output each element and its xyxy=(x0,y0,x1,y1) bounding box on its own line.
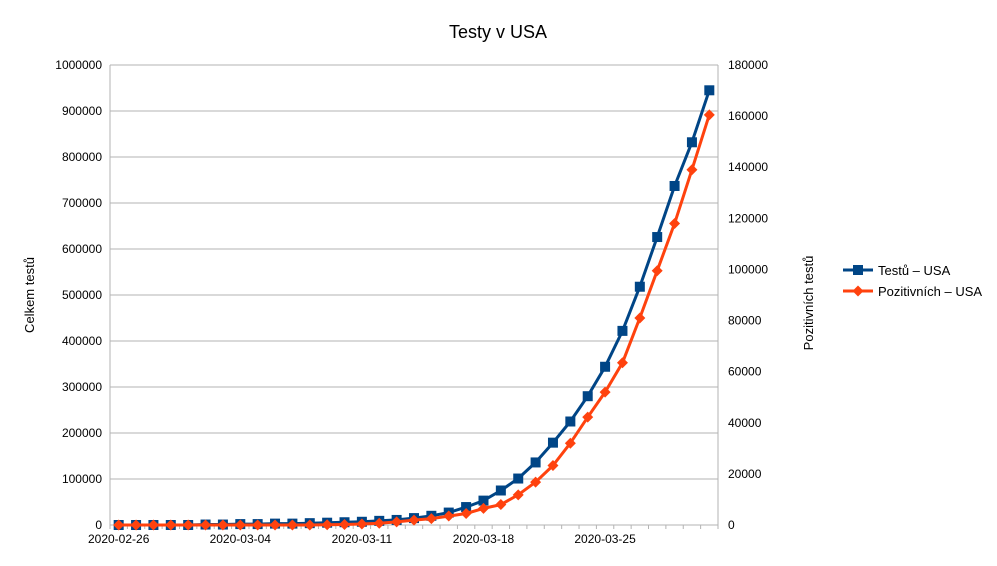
data-point xyxy=(600,361,611,372)
data-point xyxy=(321,519,333,531)
y2-tick-label: 160000 xyxy=(728,109,768,123)
data-point xyxy=(582,391,593,402)
data-point xyxy=(478,495,489,506)
data-point xyxy=(669,180,680,191)
gridlines xyxy=(110,64,718,526)
data-point xyxy=(652,232,663,243)
y2-axis-title: Pozitivních testů xyxy=(801,256,816,351)
legend: Testů – USA Pozitivních – USA xyxy=(843,263,982,299)
data-point xyxy=(634,281,645,292)
data-point xyxy=(669,217,681,229)
legend-swatch-marker xyxy=(852,285,864,297)
x-tick-label: 2020-02-26 xyxy=(88,532,150,546)
data-point xyxy=(547,459,559,471)
data-point xyxy=(599,386,611,398)
y2-tick-label: 60000 xyxy=(728,365,762,379)
data-point xyxy=(582,411,594,423)
x-tick-label: 2020-03-11 xyxy=(332,532,393,546)
series-positive-tests xyxy=(113,109,715,531)
data-point xyxy=(425,513,437,525)
y-axis-title: Celkem testů xyxy=(22,257,37,333)
data-point xyxy=(130,519,142,531)
y-tick-label: 900000 xyxy=(62,104,102,118)
data-point xyxy=(565,416,576,427)
y-tick-label: 800000 xyxy=(62,150,102,164)
y2-tick-label: 140000 xyxy=(728,160,768,174)
data-point xyxy=(217,519,229,531)
data-point xyxy=(512,489,524,501)
x-tick-label: 2020-03-04 xyxy=(210,532,272,546)
y-tick-label: 200000 xyxy=(62,426,102,440)
y-tick-label: 600000 xyxy=(62,242,102,256)
data-point xyxy=(530,476,542,488)
y2-tick-label: 100000 xyxy=(728,262,768,276)
data-point xyxy=(286,519,298,531)
data-point xyxy=(617,325,628,336)
data-point xyxy=(616,357,628,369)
y-tick-label: 0 xyxy=(95,518,102,532)
data-point xyxy=(182,519,194,531)
y2-tick-label: 0 xyxy=(728,518,735,532)
data-point xyxy=(564,437,576,449)
data-point xyxy=(634,312,646,324)
data-point xyxy=(373,517,385,529)
x-tick-label: 2020-03-25 xyxy=(574,532,636,546)
y-tick-label: 1000000 xyxy=(55,58,102,72)
data-point xyxy=(495,485,506,496)
data-point xyxy=(513,473,524,484)
data-point xyxy=(461,502,472,513)
legend-item: Pozitivních – USA xyxy=(843,284,982,299)
data-point xyxy=(147,519,159,531)
data-point xyxy=(704,85,715,96)
data-point xyxy=(477,502,489,514)
y2-tick-label: 80000 xyxy=(728,314,762,328)
y2-tick-label: 40000 xyxy=(728,416,762,430)
data-point xyxy=(443,510,455,522)
data-point xyxy=(391,516,403,528)
data-point xyxy=(356,518,368,530)
data-point xyxy=(408,514,420,526)
data-point xyxy=(252,519,264,531)
data-point xyxy=(113,519,125,531)
data-point xyxy=(703,109,715,121)
legend-item: Testů – USA xyxy=(843,263,951,278)
data-point xyxy=(339,518,351,530)
y-tick-label: 300000 xyxy=(62,380,102,394)
data-point xyxy=(304,519,316,531)
legend-swatch-marker xyxy=(853,265,863,275)
legend-label: Pozitivních – USA xyxy=(878,284,982,299)
y-tick-label: 100000 xyxy=(62,472,102,486)
data-point xyxy=(686,164,698,176)
chart-title: Testy v USA xyxy=(449,22,547,42)
y-tick-label: 500000 xyxy=(62,288,102,302)
data-point xyxy=(651,265,663,277)
series-group xyxy=(113,85,715,531)
axes: 0100000200000300000400000500000600000700… xyxy=(55,58,768,546)
data-point xyxy=(165,519,177,531)
data-point xyxy=(200,519,212,531)
x-tick-label: 2020-03-18 xyxy=(453,532,515,546)
data-point xyxy=(460,508,472,519)
data-point xyxy=(495,499,507,511)
legend-label: Testů – USA xyxy=(878,263,951,278)
data-point xyxy=(547,437,558,448)
y2-tick-label: 120000 xyxy=(728,211,768,225)
data-point xyxy=(269,519,281,531)
y-tick-label: 400000 xyxy=(62,334,102,348)
y-tick-label: 700000 xyxy=(62,196,102,210)
data-point xyxy=(686,137,697,148)
data-point xyxy=(234,519,246,531)
data-point xyxy=(530,457,541,468)
y2-tick-label: 180000 xyxy=(728,58,768,72)
y2-tick-label: 20000 xyxy=(728,467,762,481)
